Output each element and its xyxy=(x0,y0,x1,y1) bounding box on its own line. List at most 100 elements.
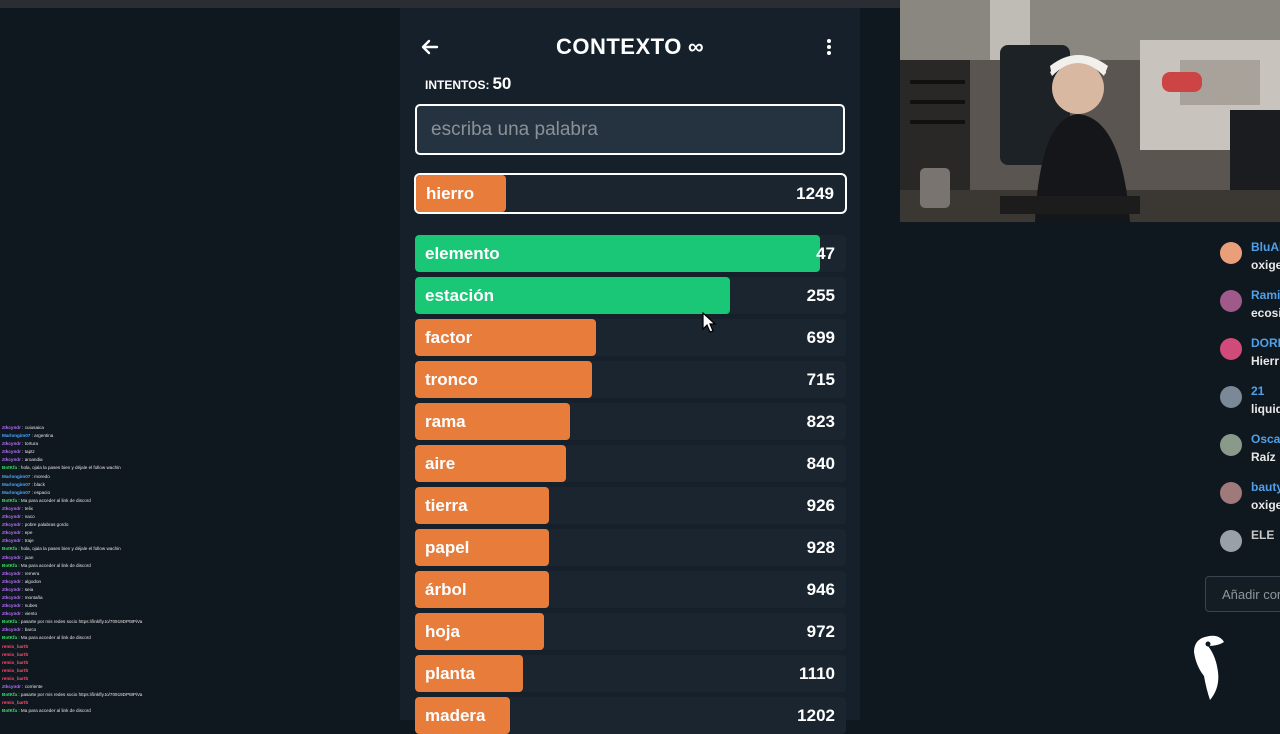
avatar[interactable] xyxy=(1220,242,1242,264)
stream-chat-text: : Ma para acceder al link de discord xyxy=(17,562,91,568)
avatar[interactable] xyxy=(1220,386,1242,408)
guess-score: 972 xyxy=(806,622,835,641)
chat-username[interactable]: 21 xyxy=(1251,384,1265,398)
chat-message: DORI Hierr xyxy=(1205,332,1280,372)
stream-chat-text: : pasarte por mis redes socio https://li… xyxy=(17,619,143,625)
arrow-left-icon xyxy=(421,39,439,55)
title-text: CONTEXTO xyxy=(555,34,682,59)
guess-row: tronco 715 xyxy=(415,361,846,398)
stream-chat-user: ztkcyndr xyxy=(2,441,21,447)
menu-button[interactable] xyxy=(818,34,840,60)
back-button[interactable] xyxy=(420,34,442,60)
chat-username[interactable]: Ramir xyxy=(1251,288,1280,302)
chat-message-text: Raíz xyxy=(1251,450,1276,464)
toucan-logo-icon xyxy=(1188,632,1236,702)
stream-chat-line: ztkcyndr : epe xyxy=(0,529,300,537)
avatar[interactable] xyxy=(1220,482,1242,504)
avatar[interactable] xyxy=(1220,530,1242,552)
stream-chat-line: BotKfa : hola, ojala la pases bien y déj… xyxy=(0,464,300,472)
word-input[interactable] xyxy=(415,104,845,155)
stream-chat-line: BotKfa : pasarte por mis redes socio htt… xyxy=(0,691,300,699)
guess-score: 928 xyxy=(806,538,835,557)
stream-chat-text: : algodon xyxy=(20,578,42,584)
stream-chat-text: : juan xyxy=(20,554,34,560)
guess-row: madera 1202 xyxy=(415,697,846,734)
stream-chat-line: ztkcyndr : montaña xyxy=(0,594,300,602)
chat-username[interactable]: Osca xyxy=(1251,432,1280,446)
stream-chat-line: ztkcyndr : taptz xyxy=(0,448,300,456)
stream-chat-line: ztkcyndr : naco xyxy=(0,513,300,521)
chat-username[interactable]: BluAl xyxy=(1251,240,1280,254)
chat-message: Osca Raíz xyxy=(1205,428,1280,468)
stream-chat-line: ztkcyndr : corriente xyxy=(0,683,300,691)
stream-chat-user: ztkcyndr xyxy=(2,538,21,544)
attempts-label: INTENTOS: xyxy=(425,78,490,92)
chat-message: Ramir ecosi xyxy=(1205,284,1280,324)
browser-top-strip xyxy=(0,0,900,8)
chat-message-text: Hierr xyxy=(1251,354,1280,368)
stream-chat-user: ztkcyndr xyxy=(2,530,21,536)
guess-score: 715 xyxy=(806,370,835,389)
attempts-value: 50 xyxy=(492,74,512,93)
stream-chat-line: Marlongim07 : moredo xyxy=(0,473,300,481)
chat-username[interactable]: DORI xyxy=(1251,336,1280,350)
stream-chat-line: Marlongim07 : argentina xyxy=(0,432,300,440)
guess-word: factor xyxy=(425,328,473,347)
stream-chat-line: ztkcyndr : pobre palabras gordo xyxy=(0,521,300,529)
stream-chat-user: ztkcyndr xyxy=(2,603,21,609)
guess-similarity-bar xyxy=(415,529,549,566)
stream-chat-text: : montaña xyxy=(20,594,43,600)
avatar[interactable] xyxy=(1220,338,1242,360)
chat-message-text: oxige xyxy=(1251,498,1280,512)
avatar[interactable] xyxy=(1220,434,1242,456)
guess-word: tierra xyxy=(425,496,468,515)
stream-chat-line: Marlongim07 : black xyxy=(0,481,300,489)
stream-chat-text: : naco xyxy=(20,514,35,520)
current-guess-fill xyxy=(416,175,507,212)
guess-similarity-bar xyxy=(415,403,571,440)
stream-chat-line: ztkcyndr : algodon xyxy=(0,578,300,586)
chat-username[interactable]: ELE xyxy=(1251,528,1275,542)
stream-chat-text: : hola, ojala la pases bien y déjale el … xyxy=(17,465,121,471)
guess-similarity-bar xyxy=(415,445,566,482)
stream-chat-user: BotKfa xyxy=(2,497,18,503)
stream-chat-overlay: ztkcyndr : cuiusaica Marlongim07 : argent… xyxy=(0,424,300,720)
stream-chat-text: : nubes xyxy=(20,603,38,609)
stream-chat-text: : argentina xyxy=(30,433,54,439)
stream-chat-text: : espacio xyxy=(30,489,51,495)
guess-row: estación 255 xyxy=(415,277,846,314)
guess-word: hoja xyxy=(425,622,460,641)
guess-score: 255 xyxy=(806,286,835,305)
add-comment-input[interactable]: Añadir cor xyxy=(1205,576,1280,612)
guess-word: aire xyxy=(425,454,456,473)
stream-chat-text: : hola, ojala la pases bien y déjale el … xyxy=(17,546,121,552)
stream-chat-user: ztkcyndr xyxy=(2,514,21,520)
current-guess-score: 1249 xyxy=(796,184,834,203)
stream-chat-line: remix_barth xyxy=(0,651,300,659)
avatar[interactable] xyxy=(1220,290,1242,312)
guess-row: aire 840 xyxy=(415,445,846,482)
stream-chat-line: BotKfa : Ma para acceder al link de disc… xyxy=(0,562,300,570)
stream-chat-user: Marlongim07 xyxy=(2,473,31,479)
stream-chat-user: Marlongim07 xyxy=(2,481,31,487)
guess-word: tronco xyxy=(425,370,478,389)
stream-chat-line: ztkcyndr : traje xyxy=(0,537,300,545)
current-guess-row: hierro 1249 xyxy=(414,173,847,214)
chat-message: BluAl oxige xyxy=(1205,236,1280,276)
guess-similarity-bar xyxy=(415,277,730,314)
guess-score: 699 xyxy=(806,328,835,347)
chat-message-text: liquid xyxy=(1251,402,1280,416)
chat-username[interactable]: bauty xyxy=(1251,480,1280,494)
stream-chat-line: remix_barth xyxy=(0,659,300,667)
stream-chat-line: BotKfa : Ma para acceder al link de disc… xyxy=(0,707,300,715)
stream-chat-line: ztkcyndr : seia xyxy=(0,586,300,594)
stream-chat-line: ztkcyndr : remera xyxy=(0,570,300,578)
stream-chat-user: ztkcyndr xyxy=(2,425,21,430)
guess-score: 823 xyxy=(806,412,835,431)
guess-score: 840 xyxy=(806,454,835,473)
guess-word: elemento xyxy=(425,244,500,263)
guess-score: 1110 xyxy=(799,664,835,683)
chat-message-text: ecosi xyxy=(1251,306,1280,320)
stream-chat-text: : Ma para acceder al link de discord xyxy=(17,708,91,714)
stream-chat-text: : seia xyxy=(20,586,34,592)
